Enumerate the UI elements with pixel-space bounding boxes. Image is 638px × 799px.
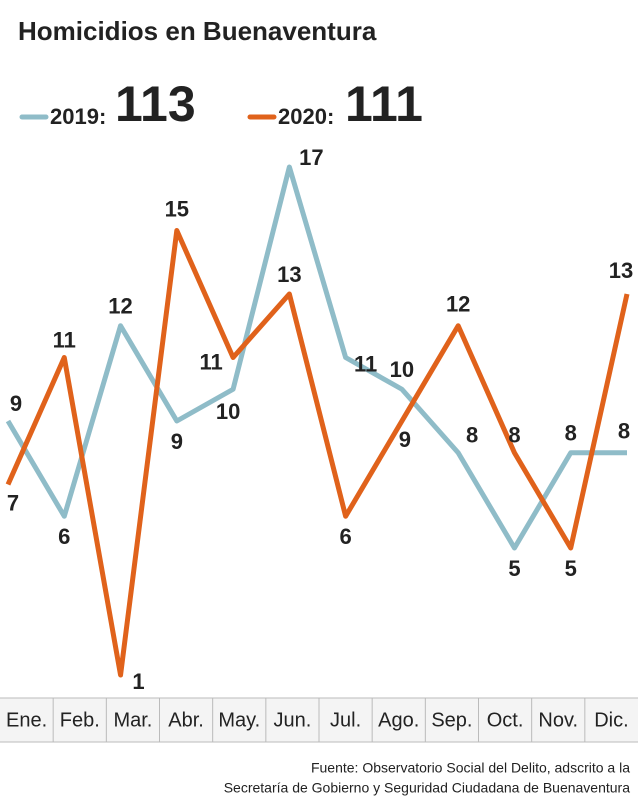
data-label: 6 <box>340 524 352 549</box>
data-label: 9 <box>399 427 411 452</box>
data-label: 10 <box>390 357 414 382</box>
legend-total: 111 <box>345 76 423 132</box>
data-label: 11 <box>199 349 222 374</box>
x-tick-label: Nov. <box>538 709 578 731</box>
legend-label: 2020: <box>278 104 334 129</box>
legend-total: 113 <box>115 76 196 132</box>
x-tick-label: Oct. <box>487 709 524 731</box>
legend-label: 2019: <box>50 104 106 129</box>
x-tick-label: Dic. <box>594 709 628 731</box>
source: Secretaría de Gobierno y Seguridad Ciuda… <box>224 780 630 796</box>
x-tick-label: Mar. <box>113 709 152 731</box>
data-label: 9 <box>171 429 183 454</box>
data-label: 10 <box>216 399 240 424</box>
data-label: 5 <box>565 556 577 581</box>
data-label: 17 <box>299 145 323 170</box>
data-label: 12 <box>108 294 132 319</box>
source: Fuente: Observatorio Social del Delito, … <box>311 760 630 776</box>
series-line <box>5 228 630 678</box>
x-tick-label: Sep. <box>431 709 472 731</box>
data-label: 8 <box>466 423 478 448</box>
data-label: 11 <box>53 327 76 352</box>
data-label: 8 <box>618 419 630 444</box>
x-tick-label: Feb. <box>60 709 100 731</box>
data-label: 8 <box>508 423 520 448</box>
data-label: 13 <box>277 262 301 287</box>
data-label: 12 <box>446 292 470 317</box>
data-label: 7 <box>7 490 19 515</box>
data-label: 1 <box>132 669 144 694</box>
x-tick-label: May. <box>218 709 260 731</box>
data-label: 15 <box>165 196 189 221</box>
data-label: 6 <box>58 524 70 549</box>
data-label: 8 <box>565 421 577 446</box>
x-tick-label: Ene. <box>6 709 47 731</box>
data-label: 5 <box>508 556 520 581</box>
data-label: 13 <box>609 258 633 283</box>
x-tick-label: Jul. <box>330 709 361 731</box>
chart-title: Homicidios en Buenaventura <box>18 16 377 46</box>
x-tick-label: Abr. <box>168 709 204 731</box>
x-tick-label: Ago. <box>378 709 419 731</box>
series-line <box>5 164 627 551</box>
data-label: 11 <box>354 351 377 376</box>
x-tick-label: Jun. <box>274 709 312 731</box>
data-label: 9 <box>10 391 22 416</box>
